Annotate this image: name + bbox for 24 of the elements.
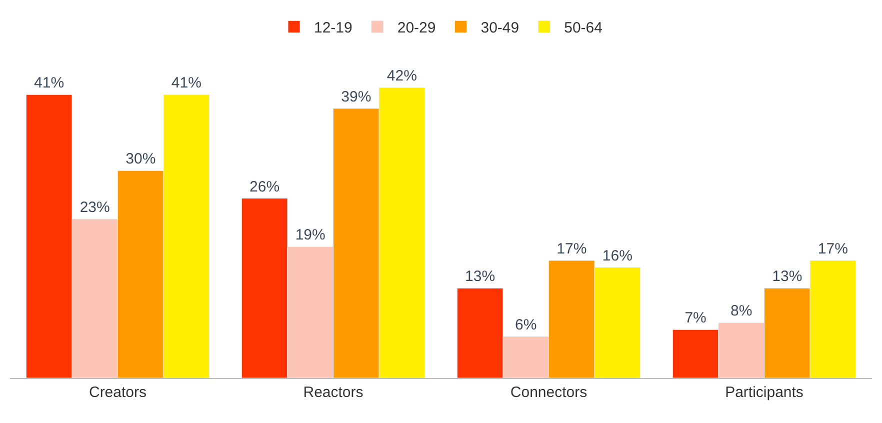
x-tick-label: Reactors [303,384,364,401]
legend-label: 30-49 [480,20,520,37]
data-label: 17% [818,240,848,258]
data-label: 39% [341,88,372,106]
x-tick-label: Creators [88,384,147,401]
data-label: 13% [465,268,496,286]
data-label: 23% [80,199,110,216]
data-label: 42% [386,68,417,85]
data-label: 17% [556,240,587,258]
data-label: 41% [171,74,202,92]
data-label: 6% [515,316,537,334]
x-tick-label: Participants [725,384,804,401]
legend-label: 20-29 [397,20,436,37]
x-tick-label: Connectors [510,384,588,401]
data-label: 41% [34,74,64,92]
data-label: 19% [295,226,326,244]
legend-label: 50-64 [564,20,602,37]
data-label: 13% [772,268,802,286]
data-label: 26% [250,178,280,196]
data-label: 16% [602,247,632,264]
data-label: 8% [730,302,752,320]
legend-label: 12-19 [314,20,352,37]
data-label: 30% [126,150,156,168]
data-label: 7% [684,310,706,327]
